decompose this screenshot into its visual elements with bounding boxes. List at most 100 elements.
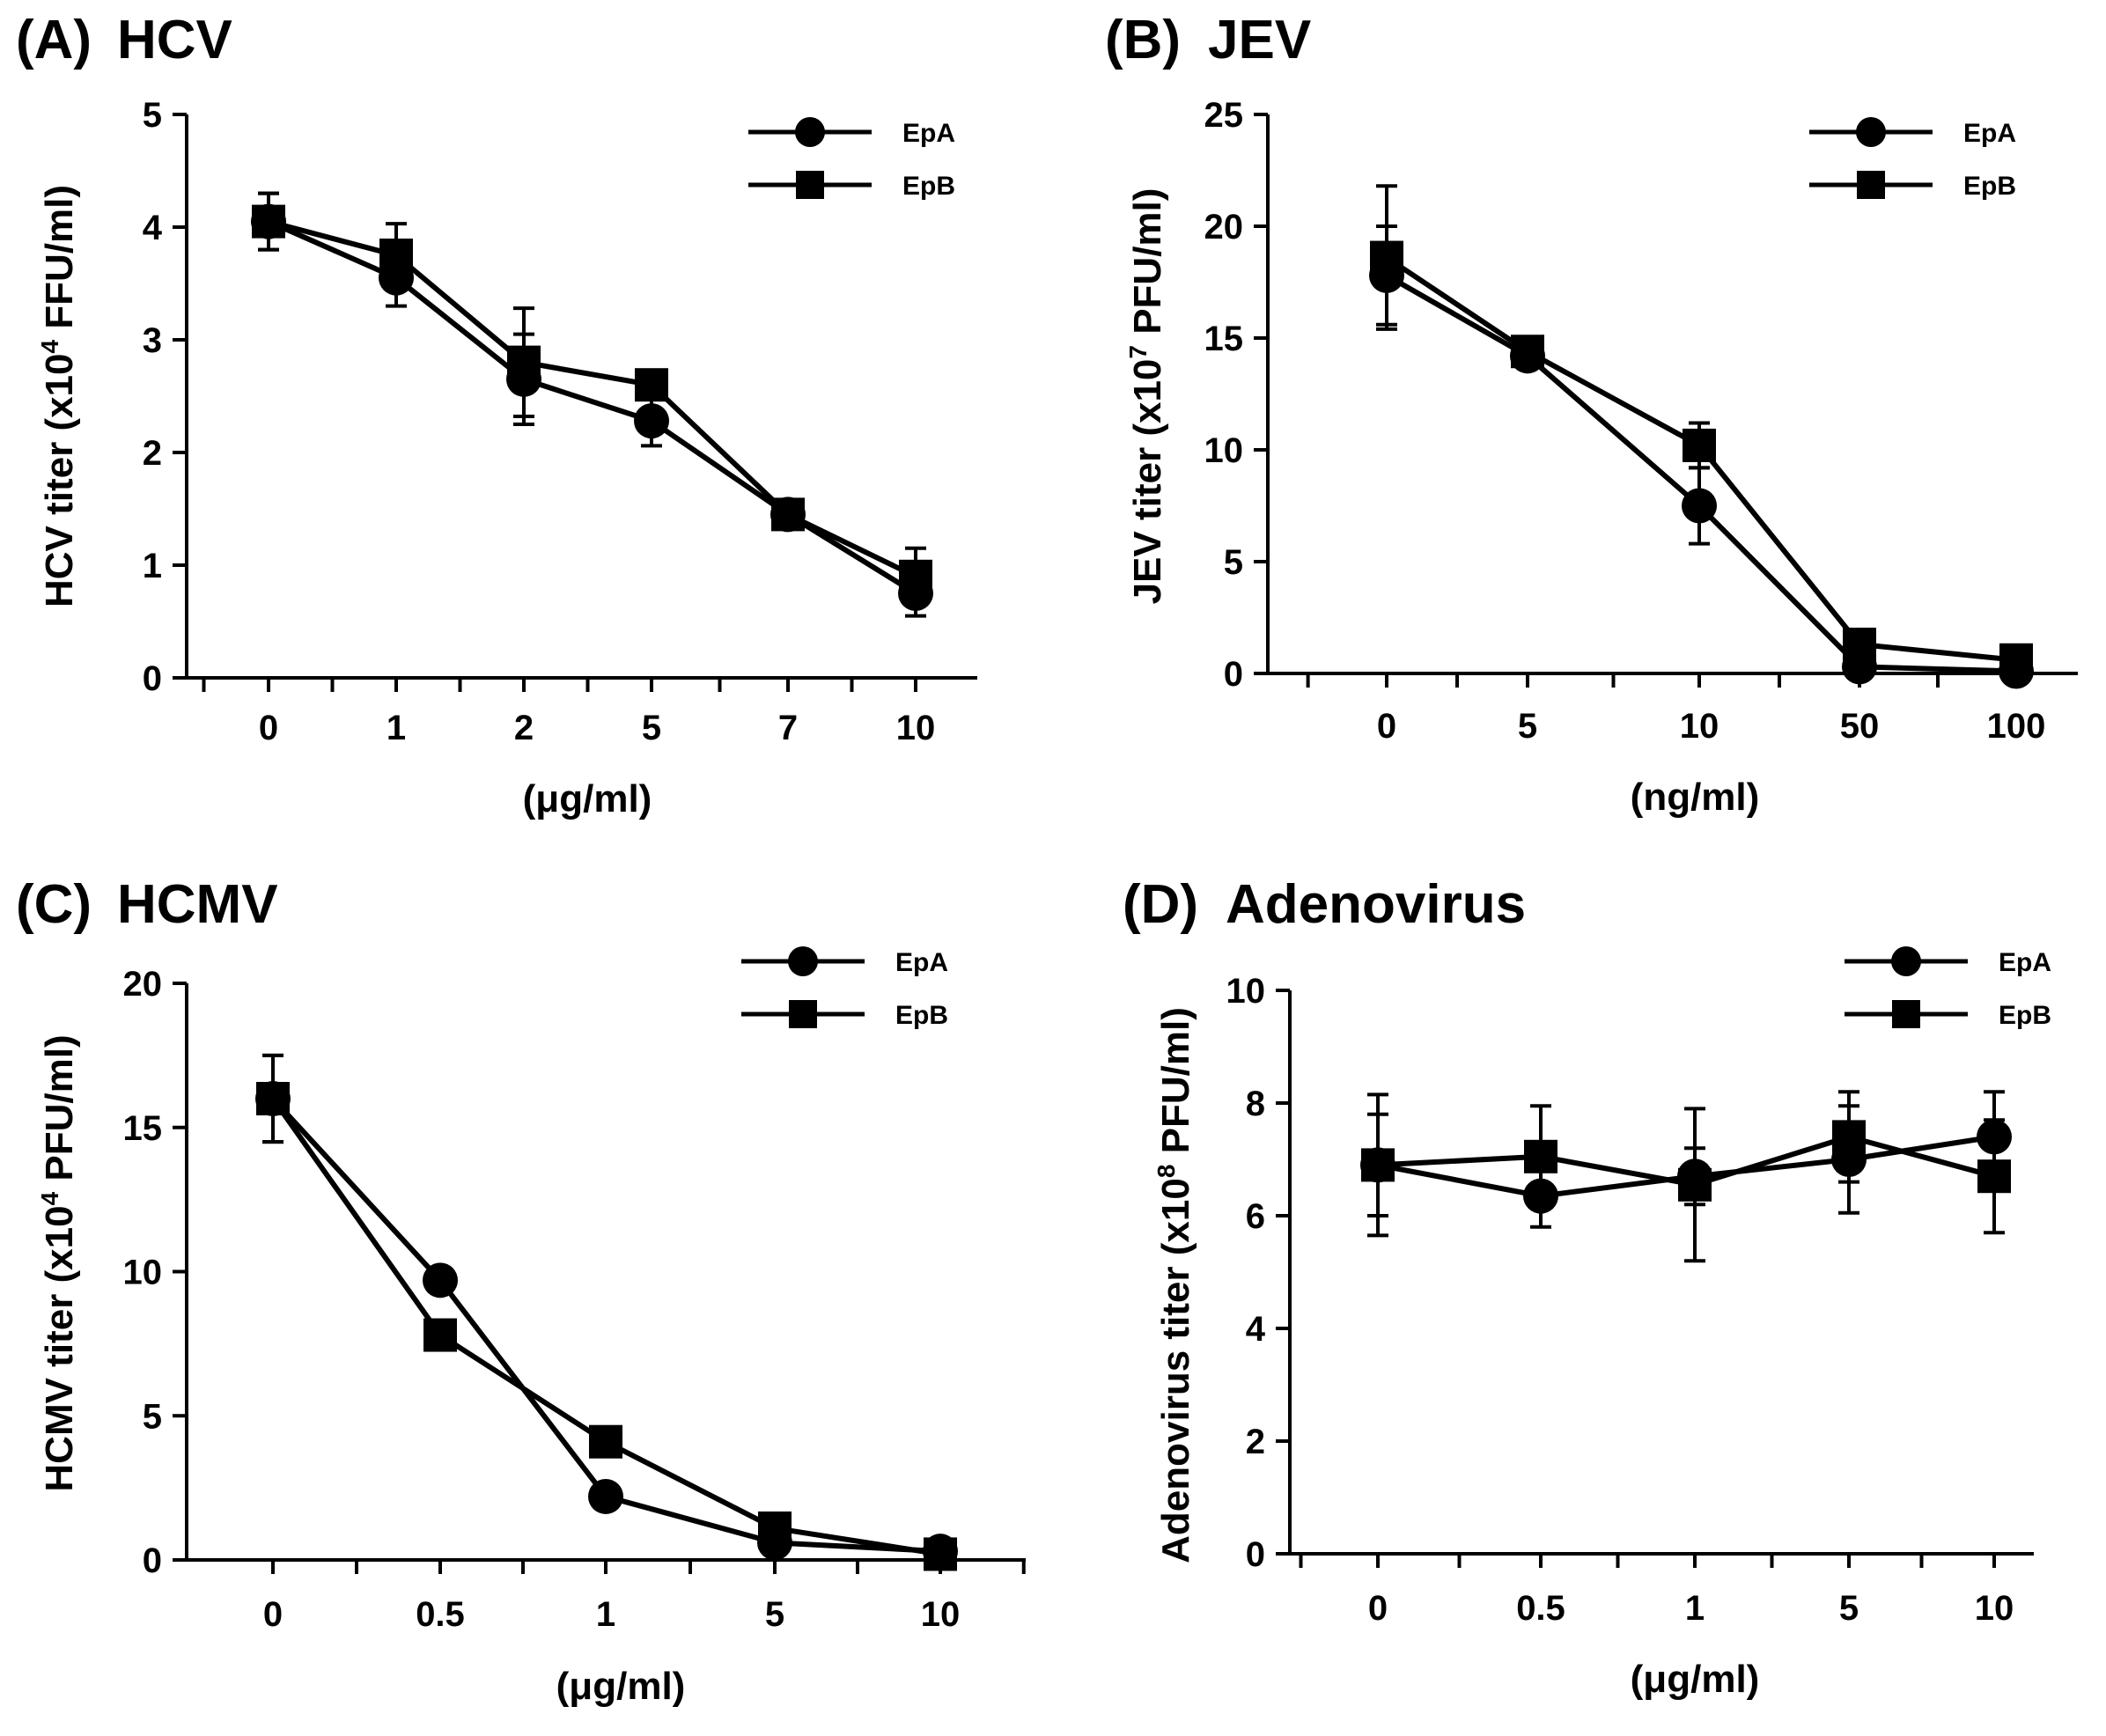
panel-b-legend-label-epa: EpA [1963,119,2016,148]
panel-d-x-tick-label: 1 [1685,1589,1705,1628]
panel-b-y-tick-label: 15 [1204,320,1244,358]
panel-d-epb-point [1678,1167,1712,1202]
panel-c-x-tick-label: 0.5 [416,1595,465,1634]
panel-d-legend-label-epa: EpA [1999,948,2051,977]
panel-d-y-tick-label: 0 [1246,1535,1265,1574]
panel-c-epb-point [758,1511,792,1545]
panel-b-y-tick-label: 0 [1224,655,1243,694]
panel-b-epb-point [1370,240,1403,275]
panel-d-epb-point [1977,1159,2011,1194]
panel-a-plot: 0 1 2 3 4 5 0 1 2 5 7 10 (μg/ml) HCV titer (x104 FFU/… [36,96,977,820]
panel-b-x-axis-title: (ng/ml) [1631,776,1760,819]
panel-d-plot: 0 2 4 6 8 10 0 0.5 1 5 10 (μg/ml) Adenovirus titer (… [1152,946,2051,1701]
panel-d-y-tick-label: 4 [1246,1310,1266,1349]
panel-a-y-tick-label: 2 [143,434,162,473]
panel-a-x-tick-label: 0 [259,709,278,747]
panel-c-x-axis-title: (μg/ml) [556,1665,686,1708]
panel-c-epa-point [588,1478,623,1514]
panel-c-title: HCMV [117,874,278,935]
panel-b-epa-point [1682,488,1717,524]
panel-c-y-tick-label: 0 [143,1541,162,1580]
panel-c-x-tick-label: 10 [921,1595,961,1634]
panel-c-y-tick-label: 15 [123,1109,163,1148]
panel-a-epb-point [507,345,541,379]
panel-c-epa-point [423,1262,458,1298]
panel-d-y-tick-label: 2 [1246,1423,1265,1461]
panel-d-y-tick-label: 10 [1226,972,1266,1011]
panel-d-label: (D) [1123,874,1198,935]
panel-a-x-tick-label: 5 [642,709,661,747]
panel-b-legend-label-epb: EpB [1963,172,2016,201]
panel-a-y-axis-title: HCV titer (x104 FFU/ml) [36,185,81,607]
panel-a-epb-point [771,497,805,532]
panel-b-epa-line [1385,273,2017,674]
panel-b-y-tick-label: 25 [1204,96,1244,135]
panel-d-title: Adenovirus [1226,874,1526,935]
panel-b-legend-marker-epb [1857,171,1885,199]
panel-c-y-tick-label: 10 [123,1254,163,1292]
panel-c-legend-label-epb: EpB [895,1001,948,1030]
panel-c-epb-point [924,1537,957,1571]
panel-a-epb-point [252,204,285,239]
panel-a-legend-label-epb: EpB [902,172,955,201]
panel-d-epb-point [1832,1120,1866,1154]
panel-a-legend-marker-epb [796,171,824,199]
panel-a-epb-point [379,239,413,272]
panel-d-epb-point [1361,1148,1395,1182]
panel-a-y-tick-label: 1 [143,547,162,585]
panel-b-epb-point [1511,335,1544,369]
panel-c-legend-marker-epa [788,946,818,976]
panel-b-title: JEV [1208,10,1311,70]
panel-d-x-axis-title: (μg/ml) [1631,1658,1760,1701]
panel-c-x-tick-label: 1 [596,1595,615,1634]
panel-d-x-tick-label: 5 [1839,1589,1859,1628]
panel-a-x-axis-title: (μg/ml) [523,777,652,820]
panel-d-x-tick-label: 0.5 [1516,1589,1565,1628]
panel-b-x-tick-label: 0 [1377,707,1396,746]
panel-a-y-tick-label: 0 [143,659,162,698]
panel-d-legend-marker-epb [1892,1000,1920,1028]
panel-b-x-tick-label: 100 [1987,707,2046,746]
panel-c-legend-marker-epb [789,1000,817,1028]
panel-b: (B) JEV 0 5 10 15 20 25 0 5 10 50 100 (ng/ml) JEV ti… [1105,10,2078,819]
panel-c-y-tick-label: 5 [143,1397,162,1436]
panel-c-epb-point [589,1424,622,1459]
panel-a-epb-line [268,218,917,579]
panel-a-x-tick-label: 7 [778,709,798,747]
panel-a-x-tick-label: 10 [896,709,936,747]
panel-a-legend-label-epa: EpA [902,119,955,148]
panel-b-label: (B) [1105,10,1181,70]
panel-b-y-axis-title: JEV titer (x107 PFU/ml) [1124,188,1169,605]
panel-d-legend-marker-epa [1891,946,1921,976]
panel-d-y-tick-label: 8 [1246,1085,1265,1123]
panel-a-epa-point [634,403,669,439]
panel-c-x-tick-label: 5 [765,1595,784,1634]
panel-b-epb-point [1843,627,1876,661]
panel-c-y-axis-title: HCMV titer (x104 PFU/ml) [36,1034,81,1491]
panel-a-title: HCV [117,10,232,70]
panel-b-x-tick-label: 50 [1840,707,1880,746]
panel-c-legend-label-epa: EpA [895,948,948,977]
panel-d-epb-point [1524,1139,1557,1173]
panel-d-x-tick-label: 10 [1975,1589,2014,1628]
panel-c-x-tick-label: 0 [263,1595,283,1634]
panel-b-y-tick-label: 20 [1204,208,1244,246]
panel-a-x-tick-label: 1 [387,709,406,747]
panel-c-epb-point [256,1082,290,1115]
panel-a-epa-line [267,218,917,596]
panel-b-plot: 0 5 10 15 20 25 0 5 10 50 100 (ng/ml) JEV titer (x10… [1124,96,2078,819]
panel-a-legend-marker-epa [795,117,825,147]
panel-a-y-tick-label: 5 [143,96,162,135]
panel-d: (D) Adenovirus 0 2 4 6 8 10 0 0.5 1 5 10 (μg/ml) Ade… [1123,874,2051,1701]
panel-b-legend-marker-epa [1856,117,1886,147]
panel-d-legend-label-epb: EpB [1999,1001,2051,1030]
panel-c-label: (C) [16,874,92,935]
panel-a-x-tick-label: 2 [514,709,534,747]
panel-d-x-tick-label: 0 [1368,1589,1388,1628]
panel-b-y-tick-label: 10 [1204,431,1244,470]
panel-d-y-tick-label: 6 [1246,1197,1265,1236]
panel-b-x-tick-label: 10 [1680,707,1719,746]
